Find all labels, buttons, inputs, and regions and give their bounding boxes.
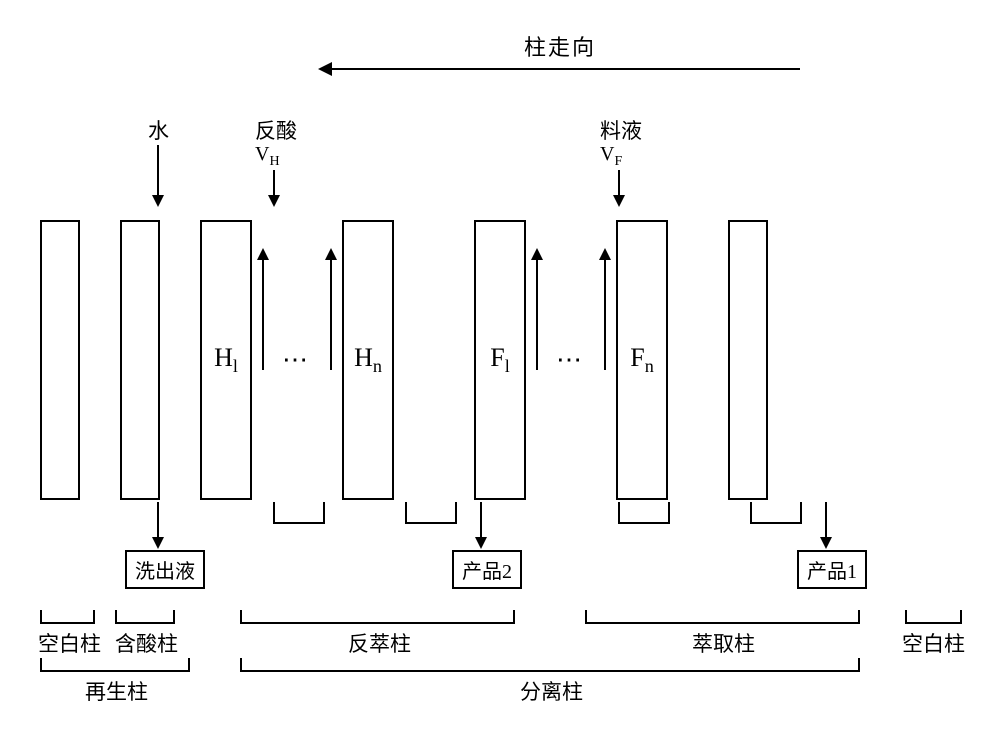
label-acid: 含酸柱 <box>115 628 178 658</box>
conn-f2-bottom <box>750 522 802 524</box>
up-arrow-f-1 <box>536 250 538 370</box>
arrow-feed-in <box>618 170 620 205</box>
up-arrow-h-1 <box>262 250 264 370</box>
arrow-water-in <box>157 145 159 205</box>
column-Hn-label: Hn <box>354 343 382 377</box>
column-blank-left <box>40 220 80 500</box>
output-product2: 产品2 <box>452 550 522 589</box>
column-Hn: Hn <box>342 220 394 500</box>
gap-f1 <box>526 220 548 500</box>
input-acid-symbol: VH <box>255 143 280 170</box>
bracket-acid <box>115 610 175 624</box>
column-H1-label: Hl <box>214 343 238 377</box>
input-feed-symbol: VF <box>600 143 622 170</box>
column-F1: Fl <box>474 220 526 500</box>
bracket-strip <box>240 610 515 624</box>
column-blank-right <box>728 220 768 500</box>
input-feed-symbol-base: V <box>600 143 614 165</box>
column-H1: Hl <box>200 220 252 500</box>
input-water-label: 水 <box>148 115 169 145</box>
label-blank-right: 空白柱 <box>902 628 965 658</box>
dots-H: ⋯ <box>274 220 320 500</box>
gap-h2 <box>320 220 342 500</box>
conn-h2-drop <box>405 502 407 522</box>
bracket-sep <box>240 658 860 672</box>
gap-f2 <box>594 220 616 500</box>
column-Fn: Fn <box>616 220 668 500</box>
up-arrow-h-2 <box>330 250 332 370</box>
column-direction: 柱走向 <box>320 30 800 70</box>
dots-F: ⋯ <box>548 220 594 500</box>
arrow-eluate-out <box>157 502 159 547</box>
direction-label: 柱走向 <box>320 30 800 62</box>
process-diagram: 柱走向 水 反酸 VH 料液 VF Hl ⋯ <box>20 20 980 712</box>
conn-h2b-drop <box>455 502 457 522</box>
direction-arrow <box>320 68 800 70</box>
conn-f2-drop <box>750 502 752 522</box>
conn-f2b-drop <box>800 502 802 522</box>
bracket-blank-right <box>905 610 962 624</box>
gap-h1 <box>252 220 274 500</box>
label-strip: 反萃柱 <box>348 628 411 658</box>
column-Fn-label: Fn <box>630 343 654 377</box>
input-acid-label: 反酸 <box>255 115 297 145</box>
conn-f1b-drop <box>668 502 670 522</box>
input-feed-symbol-sub: F <box>614 154 622 169</box>
columns-row: Hl ⋯ Hn Fl ⋯ Fn <box>40 220 960 500</box>
label-blank-left: 空白柱 <box>38 628 101 658</box>
column-acid <box>120 220 160 500</box>
conn-h1-drop <box>273 502 275 522</box>
output-eluate: 洗出液 <box>125 550 205 589</box>
bracket-regen <box>40 658 190 672</box>
input-feed-label: 料液 <box>600 115 642 145</box>
input-acid-symbol-base: V <box>255 143 269 165</box>
conn-h2-bottom <box>405 522 457 524</box>
conn-h1-bottom <box>273 522 325 524</box>
conn-f1-bottom <box>618 522 670 524</box>
conn-h1b-drop <box>323 502 325 522</box>
input-acid-symbol-sub: H <box>269 154 279 169</box>
column-F1-label: Fl <box>490 343 510 377</box>
arrow-acid-in <box>273 170 275 205</box>
arrow-product1-out <box>825 502 827 547</box>
label-sep: 分离柱 <box>520 676 583 706</box>
bracket-blank-left <box>40 610 95 624</box>
up-arrow-f-2 <box>604 250 606 370</box>
conn-f1-drop <box>618 502 620 522</box>
bracket-extract <box>585 610 860 624</box>
label-regen: 再生柱 <box>85 676 148 706</box>
label-extract: 萃取柱 <box>692 628 755 658</box>
output-product1: 产品1 <box>797 550 867 589</box>
arrow-product2-out <box>480 502 482 547</box>
